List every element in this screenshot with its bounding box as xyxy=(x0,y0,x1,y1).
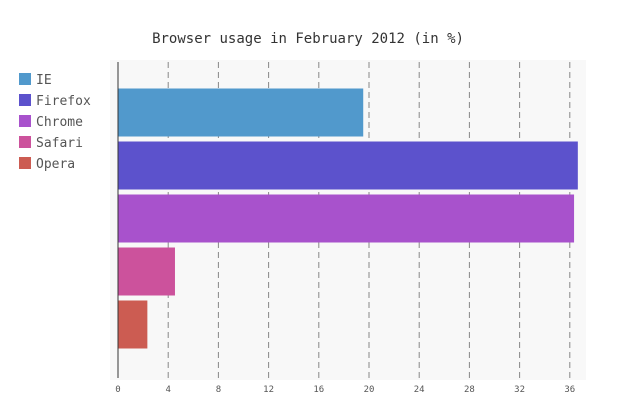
legend-label: Firefox xyxy=(36,94,91,109)
x-tick-label: 36 xyxy=(564,385,575,395)
legend-swatch xyxy=(19,136,31,148)
legend: IE Firefox Chrome Safari Opera xyxy=(19,73,91,172)
bars xyxy=(117,88,578,349)
x-tick-label: 8 xyxy=(216,385,221,395)
bar-ie xyxy=(117,88,364,137)
legend-swatch xyxy=(19,157,31,169)
x-tick-label: 0 xyxy=(115,385,120,395)
bar-chrome xyxy=(117,194,575,243)
legend-swatch xyxy=(19,94,31,106)
chart-title: Browser usage in February 2012 (in %) xyxy=(152,31,464,47)
legend-swatch xyxy=(19,73,31,85)
bar-firefox xyxy=(117,141,578,190)
x-tick-label: 4 xyxy=(165,385,170,395)
x-tick-label: 32 xyxy=(514,385,525,395)
legend-label: Chrome xyxy=(36,115,83,130)
legend-swatch xyxy=(19,115,31,127)
x-tick-label: 28 xyxy=(464,385,475,395)
x-tick-label: 16 xyxy=(313,385,324,395)
x-tick-label: 24 xyxy=(414,385,425,395)
bar-opera xyxy=(117,300,148,349)
x-axis: 0 4 8 12 16 20 24 28 32 36 xyxy=(115,62,575,395)
x-tick-label: 20 xyxy=(364,385,375,395)
legend-label: IE xyxy=(36,73,52,88)
x-tick-label: 12 xyxy=(263,385,274,395)
legend-label: Opera xyxy=(36,157,75,172)
legend-label: Safari xyxy=(36,136,83,151)
bar-safari xyxy=(117,247,175,296)
